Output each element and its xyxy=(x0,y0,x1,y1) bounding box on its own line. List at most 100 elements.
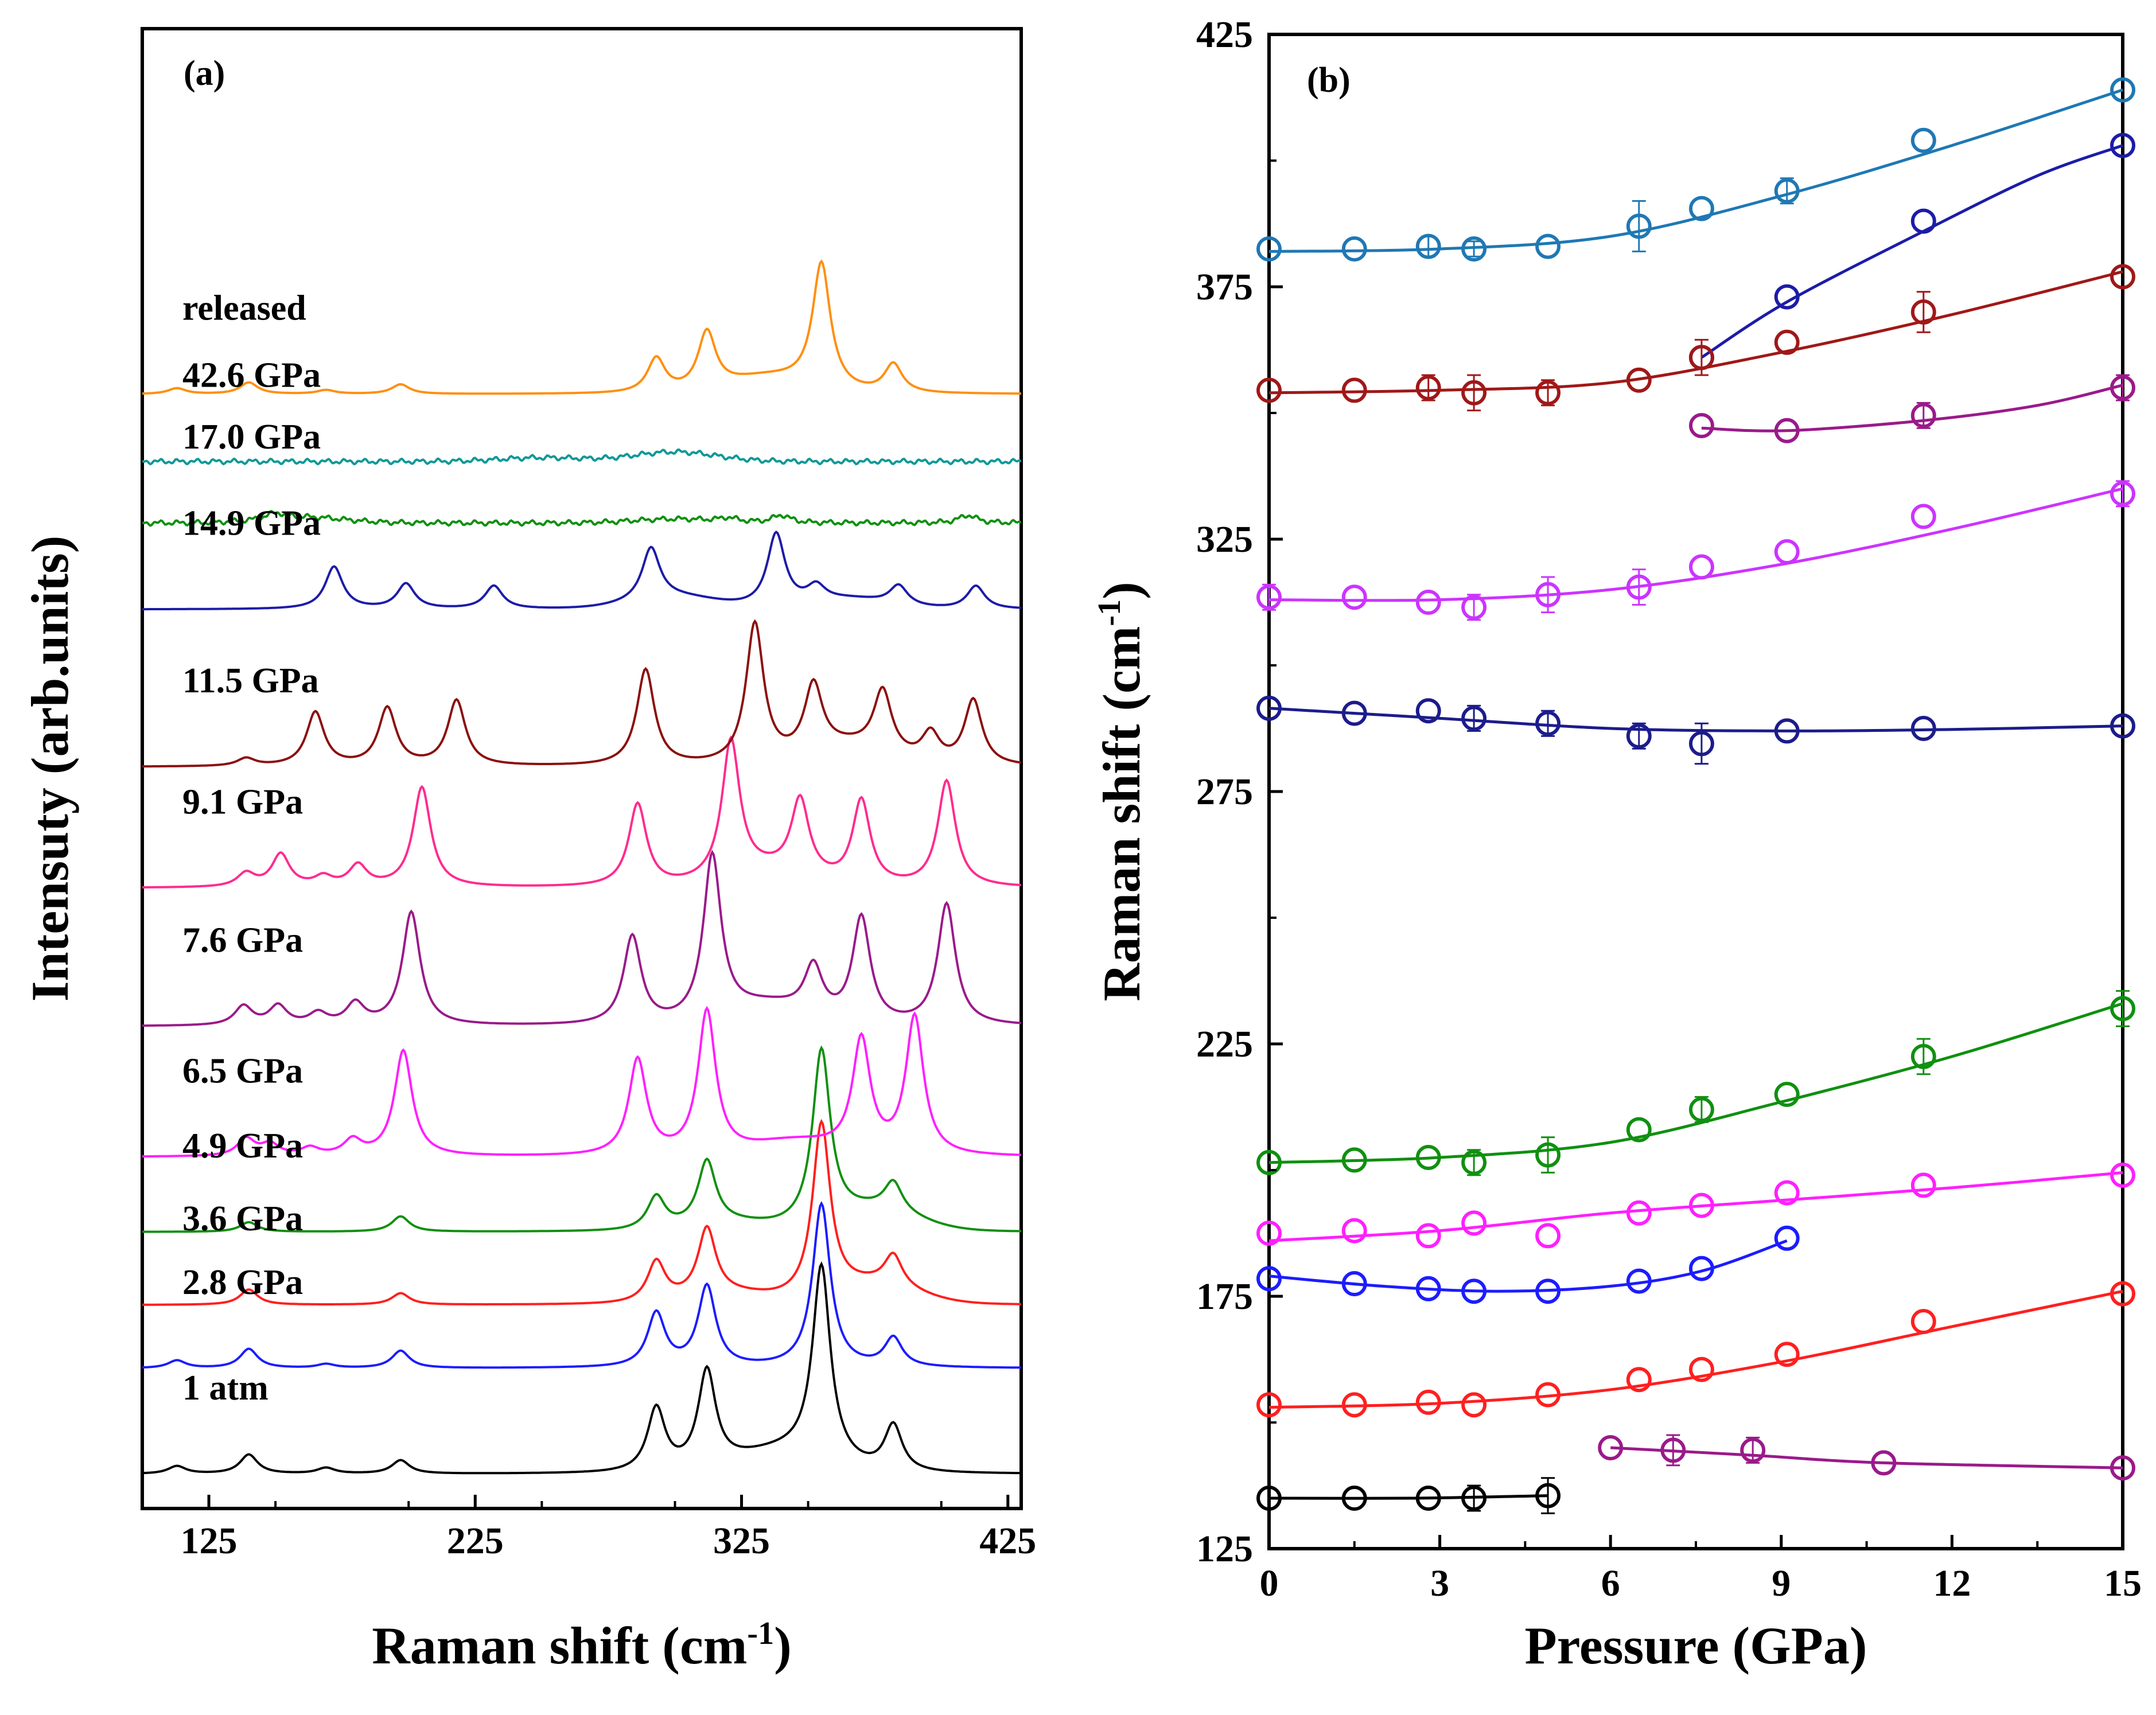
panel-a-raman-spectra: 1 atm 2.8 GPa 3.6 GPa 4.9 GPa 6.5 GPa 7.6 GPa… xyxy=(21,27,1036,1675)
series-mode-3 xyxy=(1256,264,2135,412)
spectrum-label: 3.6 GPa xyxy=(182,1199,303,1238)
data-point xyxy=(2110,481,2135,506)
data-point xyxy=(1688,1192,1714,1218)
spectrum-line-9-1-gpa xyxy=(142,735,1021,888)
data-point xyxy=(1341,1392,1367,1418)
spectrum-line-2-8-gpa xyxy=(142,1200,1021,1369)
x-tick-label: 3 xyxy=(1430,1562,1449,1604)
data-point xyxy=(1341,1486,1367,1511)
data-point xyxy=(1688,345,1714,371)
data-point xyxy=(1256,1486,1282,1511)
spectrum-label: 7.6 GPa xyxy=(182,921,303,960)
data-point xyxy=(1774,1082,1800,1107)
data-point xyxy=(1256,1149,1282,1175)
series-mode-6 xyxy=(1256,695,2135,765)
data-point xyxy=(1461,380,1487,406)
panel-a-spectrum-labels: 1 atm 2.8 GPa 3.6 GPa 4.9 GPa 6.5 GPa 7.6 GPa… xyxy=(182,289,321,1408)
data-point xyxy=(2110,1281,2135,1307)
fit-line xyxy=(1268,1494,1548,1500)
series-mode-7 xyxy=(1256,990,2135,1176)
series-mode-9 xyxy=(1256,1225,1800,1304)
data-point xyxy=(1626,723,1652,749)
panel-a-plot-frame xyxy=(141,27,1023,1510)
y-tick-label: 225 xyxy=(1196,1023,1253,1065)
x-tick-label: 12 xyxy=(1933,1562,1971,1604)
panel-b-pressure-dependence: 0 3 6 9 12 15 125 175 225 275 325 375 425 (b) Press… xyxy=(1092,14,2142,1675)
data-point xyxy=(1256,236,1282,262)
data-point xyxy=(2110,375,2135,400)
spectrum-line-17-0-gpa xyxy=(142,509,1021,527)
spectrum-label: 9.1 GPa xyxy=(182,782,303,821)
data-point xyxy=(1256,695,1282,721)
data-point xyxy=(1341,1147,1367,1173)
data-point xyxy=(1688,196,1714,221)
data-point xyxy=(1910,716,1936,741)
data-point xyxy=(1910,403,1936,428)
data-point xyxy=(1415,1145,1441,1170)
data-point xyxy=(1598,1435,1624,1460)
data-point xyxy=(1415,1389,1441,1415)
data-point xyxy=(1626,1117,1652,1143)
data-point xyxy=(1626,367,1652,393)
fit-line xyxy=(1610,1446,2123,1470)
data-point xyxy=(1535,582,1561,607)
panel-a-label: (a) xyxy=(184,54,225,93)
data-point xyxy=(1910,1309,1936,1334)
series-mode-4 xyxy=(1688,374,2135,443)
panel-b-x-ticks: 0 3 6 9 12 15 xyxy=(1260,1535,2142,1604)
panel-a-x-axis-title: Raman shift (cm-1) xyxy=(372,1616,791,1675)
fit-line xyxy=(1268,1171,2123,1242)
fit-line xyxy=(1701,384,2123,432)
series-mode-1 xyxy=(1256,77,2135,262)
data-point xyxy=(1415,1486,1441,1511)
data-point xyxy=(1910,1172,1936,1198)
x-tick-label: 225 xyxy=(447,1520,504,1562)
data-point xyxy=(1774,284,1800,310)
data-point xyxy=(1688,1097,1714,1122)
data-point xyxy=(1256,377,1282,403)
x-tick-label: 9 xyxy=(1772,1562,1791,1604)
data-point xyxy=(1461,1149,1487,1175)
data-point xyxy=(1535,233,1561,259)
x-tick-label: 425 xyxy=(979,1520,1036,1562)
spectrum-line-released xyxy=(142,259,1021,395)
data-point xyxy=(1910,127,1936,153)
data-point xyxy=(1341,1271,1367,1296)
panel-b-y-axis-title: Raman shift (cm-1) xyxy=(1092,582,1151,1001)
series-mode-2 xyxy=(1688,132,2135,371)
spectrum-label: 6.5 GPa xyxy=(182,1051,303,1090)
x-tick-label: 15 xyxy=(2104,1562,2142,1604)
data-point xyxy=(1341,700,1367,726)
spectrum-line-1-atm xyxy=(142,1261,1021,1475)
data-point xyxy=(1461,706,1487,731)
spectrum-label: 17.0 GPa xyxy=(182,418,321,457)
fit-line xyxy=(1268,88,2123,253)
data-point xyxy=(1415,375,1441,400)
data-point xyxy=(1535,1279,1561,1304)
data-point xyxy=(1910,1044,1936,1069)
data-point xyxy=(1688,554,1714,580)
spectrum-label: 11.5 GPa xyxy=(182,661,319,700)
data-point xyxy=(1626,213,1652,239)
fit-line xyxy=(1700,144,2123,359)
data-point xyxy=(1461,1279,1487,1304)
spectrum-label: 2.8 GPa xyxy=(182,1263,303,1302)
spectrum-label: 4.9 GPa xyxy=(182,1127,303,1166)
data-point xyxy=(1910,504,1936,529)
x-tick-label: 325 xyxy=(713,1520,770,1562)
panel-a-y-axis-title: Intensuty (arb.units) xyxy=(21,536,79,1002)
series-mode-10 xyxy=(1256,1281,2135,1418)
spectrum-label: 1 atm xyxy=(182,1369,268,1408)
data-point xyxy=(1415,1276,1441,1301)
data-point xyxy=(1415,698,1441,724)
data-point xyxy=(1774,718,1800,744)
data-point xyxy=(1341,584,1367,610)
data-point xyxy=(2110,264,2135,290)
data-point xyxy=(1626,1268,1652,1294)
spectrum-line-11-5-gpa xyxy=(142,619,1021,768)
data-point xyxy=(1626,1200,1652,1226)
spectrum-line-6-5-gpa xyxy=(142,1005,1021,1158)
panel-a-x-ticks: 125 225 325 425 xyxy=(181,1495,1036,1562)
data-point xyxy=(1740,1437,1766,1463)
